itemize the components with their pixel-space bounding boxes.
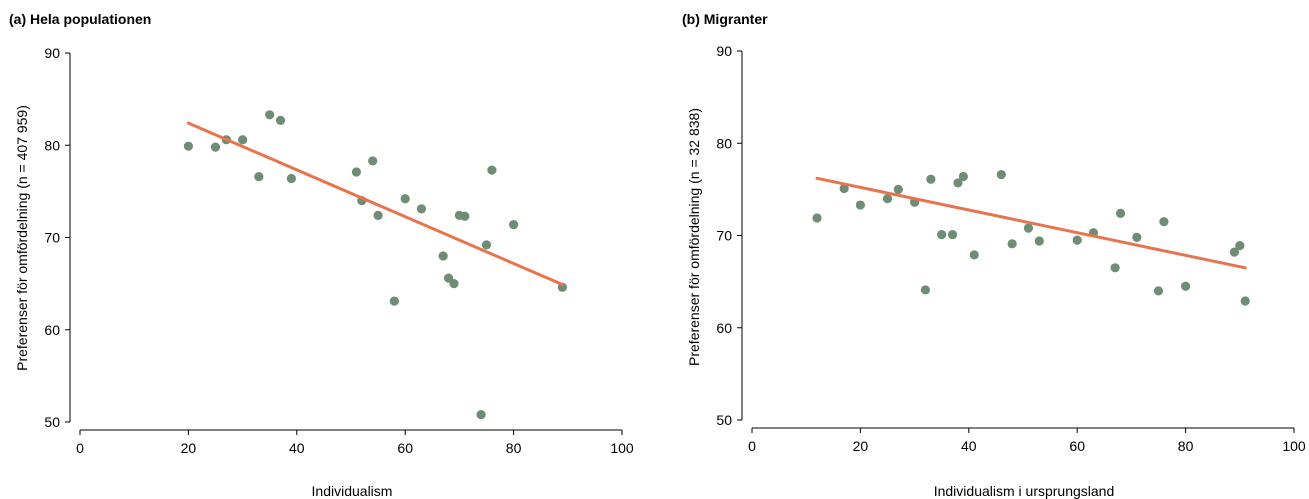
panel-a-data-point [286, 173, 296, 184]
panel-a-data-point [460, 211, 470, 221]
panel-a-x-tick-label: 100 [610, 440, 634, 456]
panel-b-data-point [812, 213, 822, 223]
panel-b-data-point [1181, 281, 1191, 291]
panel-a-fit-line [186, 121, 564, 287]
panel-a-data-point [373, 210, 383, 220]
panel-b-x-tick-label: 0 [748, 438, 756, 454]
panel-a-x-tick-label: 20 [181, 440, 197, 456]
panel-b-x-tick-label: 40 [961, 438, 977, 454]
panel-b-fit-line [815, 176, 1247, 270]
panel-b-data-point [855, 200, 866, 210]
panel-a-y-tick-label: 90 [44, 45, 60, 61]
panel-b-data-point [937, 229, 947, 240]
panel-b-x-tick-label: 20 [853, 438, 869, 454]
panel-b-data-point [882, 194, 893, 204]
panel-a-x-tick-label: 40 [289, 440, 305, 456]
panel-b-data-point [1034, 236, 1044, 246]
panel-b-data-point [1110, 263, 1120, 273]
panel-a-title: (a) Hela populationen [9, 11, 152, 27]
panel-a-data-point [275, 115, 286, 125]
panel-a-x-tick-label: 60 [397, 440, 413, 456]
panel-a-y-tick-label: 60 [44, 322, 60, 338]
panel-b-data-point [893, 184, 903, 194]
panel-b-xlabel: Individualism i ursprungsland [934, 483, 1115, 499]
panel-a-data-point [254, 172, 264, 182]
panel-b-x-tick-label: 80 [1178, 438, 1194, 454]
panel-b-data-point [947, 229, 958, 240]
panel-a-x-tick-label: 80 [506, 440, 522, 456]
panel-b-data-point [839, 183, 849, 194]
panel-b-title: (b) Migranter [682, 11, 768, 27]
panel-a-data-point [368, 156, 378, 166]
panel-a-y-tick-label: 70 [44, 230, 60, 246]
panel-b-data-point [926, 174, 936, 184]
panel-a-data-point [400, 194, 410, 204]
panel-b-chart: Preferenser för omfördelning (n = 32 838… [686, 43, 1306, 499]
panel-a-y-tick-label: 50 [44, 414, 60, 430]
panel-a-x-tick-label: 0 [76, 440, 84, 456]
panel-a-data-point [210, 142, 221, 152]
panel-a-chart: Preferenser för omfördelning (n = 407 95… [14, 45, 634, 499]
panel-a-data-point [508, 219, 519, 230]
panel-b-data-point [1132, 232, 1142, 242]
panel-a-data-point [351, 167, 362, 177]
panel-b-y-tick-label: 70 [716, 228, 732, 244]
panel-b-data-point [958, 171, 968, 182]
panel-a-data-point [416, 204, 427, 214]
panel-b-y-tick-label: 80 [716, 135, 732, 151]
panel-a-data-point [487, 165, 497, 175]
panel-b-data-point [996, 170, 1006, 180]
panel-a-data-point [481, 240, 492, 250]
panel-a-data-point [389, 296, 399, 306]
panel-b-data-point [1153, 286, 1164, 296]
panel-a-data-point [449, 279, 459, 289]
panel-b-data-point [1229, 247, 1239, 257]
panel-a-data-point [438, 251, 448, 261]
panel-b-data-point [969, 250, 979, 260]
panel-b-x-tick-label: 60 [1069, 438, 1085, 454]
panel-a-data-point [183, 141, 193, 151]
panel-b-y-tick-label: 60 [716, 320, 732, 336]
panel-b-data-point [1072, 235, 1082, 245]
panel-a-data-point [265, 110, 275, 120]
panel-b-data-point [1023, 223, 1034, 233]
panel-a-data-point [238, 135, 248, 145]
panel-b-data-point [1240, 296, 1250, 306]
panel-b-y-tick-label: 50 [716, 412, 732, 428]
panel-a-data-point [476, 410, 486, 420]
panel-b-data-point [1235, 241, 1245, 251]
panel-b-data-point [920, 285, 931, 295]
panel-a-xlabel: Individualism [312, 483, 393, 499]
panel-b-data-point [1007, 239, 1017, 249]
panel-b-ylabel: Preferenser för omfördelning (n = 32 838… [686, 108, 702, 366]
panel-a-y-tick-label: 80 [44, 137, 60, 153]
panel-b-x-tick-label: 100 [1282, 438, 1306, 454]
panel-b-y-tick-label: 90 [716, 43, 732, 59]
panel-b-data-point [1159, 217, 1169, 227]
panel-a-ylabel: Preferenser för omfördelning (n = 407 95… [14, 105, 30, 371]
panel-b-data-point [953, 178, 963, 188]
panel-b-data-point [1115, 208, 1126, 218]
